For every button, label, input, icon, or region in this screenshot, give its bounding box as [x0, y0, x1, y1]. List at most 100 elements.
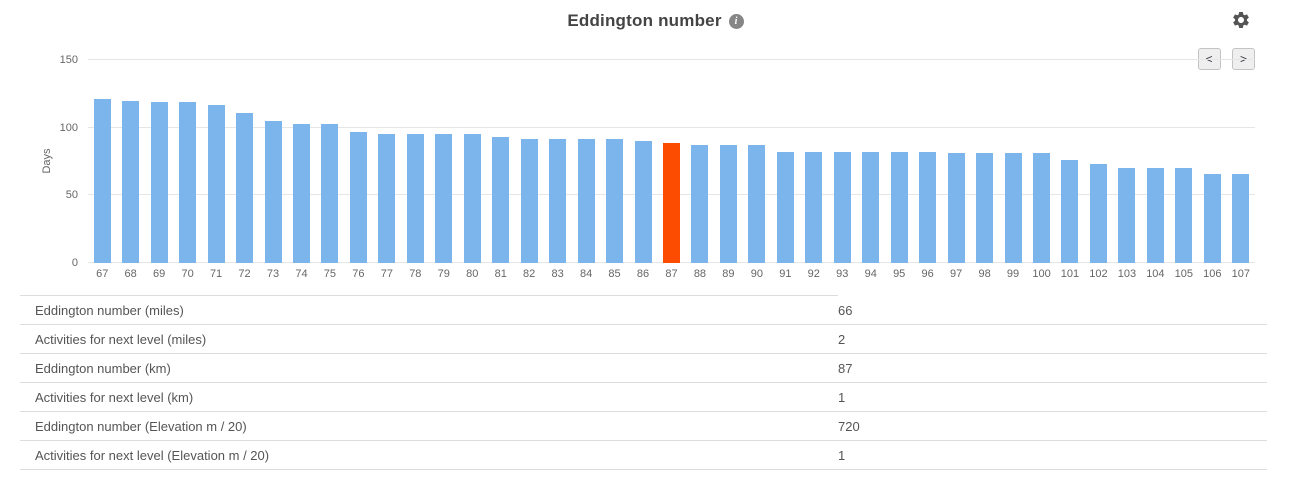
bar[interactable]	[349, 131, 367, 263]
bar[interactable]	[1118, 168, 1136, 263]
x-axis-tick-label: 104	[1146, 268, 1165, 280]
bar[interactable]	[520, 138, 538, 263]
bar[interactable]	[1004, 153, 1022, 263]
table-row-label: Activities for next level (Elevation m /…	[20, 440, 838, 469]
bar[interactable]	[890, 152, 908, 263]
settings-button[interactable]	[1231, 10, 1251, 30]
x-axis-tick-label: 88	[693, 268, 707, 280]
x-axis-tick-label: 79	[437, 268, 450, 280]
bar[interactable]	[463, 134, 481, 263]
x-axis-tick-label: 72	[238, 268, 251, 280]
gridline	[88, 59, 1255, 60]
x-axis-tick-label: 81	[494, 268, 507, 280]
bar[interactable]	[1089, 164, 1107, 263]
bar[interactable]	[976, 153, 994, 263]
x-axis-tick-label: 86	[636, 268, 650, 280]
plot-area	[88, 59, 1255, 263]
x-axis-tick-label: 103	[1117, 268, 1137, 280]
bar[interactable]	[492, 137, 510, 263]
x-axis-tick-label: 102	[1089, 268, 1108, 280]
bar[interactable]	[236, 112, 254, 263]
bar[interactable]	[207, 104, 225, 263]
bar[interactable]	[862, 152, 880, 263]
x-axis-tick-label: 73	[266, 268, 280, 280]
x-axis-tick-label: 69	[153, 268, 166, 280]
x-axis-tick-label: 76	[352, 268, 365, 280]
table-row: Activities for next level (km) 1	[20, 382, 1267, 411]
bar[interactable]	[947, 153, 965, 263]
x-axis-tick-label: 89	[722, 268, 735, 280]
x-axis-tick-label: 100	[1032, 268, 1051, 280]
table-row: Eddington number (km) 87	[20, 353, 1267, 382]
x-axis-tick-label: 93	[836, 268, 849, 280]
table-row-value: 1	[838, 382, 1267, 411]
bar[interactable]	[748, 145, 766, 263]
bar[interactable]	[1146, 168, 1164, 263]
x-axis-tick-label: 98	[978, 268, 991, 280]
x-axis-tick-label: 75	[323, 268, 337, 280]
x-axis-tick-label: 78	[409, 268, 422, 280]
gear-icon	[1231, 12, 1251, 33]
bar[interactable]	[378, 134, 396, 263]
y-axis-tick-label: 100	[59, 121, 78, 134]
x-axis-tick-label: 95	[893, 268, 906, 280]
bar[interactable]	[805, 152, 823, 263]
x-axis-tick-label: 77	[380, 268, 393, 280]
x-axis-tick-label: 67	[96, 268, 109, 280]
table-row-value: 2	[838, 324, 1267, 353]
chart-header: Eddington number i	[0, 11, 1311, 31]
table-row: Activities for next level (Elevation m /…	[20, 440, 1267, 469]
x-axis-tick-label: 96	[921, 268, 934, 280]
y-axis-title: Days	[41, 148, 53, 174]
table-row-value: 1	[838, 440, 1267, 469]
bar[interactable]	[549, 138, 567, 263]
bar[interactable]	[1203, 173, 1221, 263]
x-axis-tick-label: 74	[295, 268, 308, 280]
x-axis-tick-label: 82	[523, 268, 536, 280]
bar[interactable]	[606, 138, 624, 263]
bar[interactable]	[1175, 168, 1193, 263]
y-axis-tick-label: 150	[59, 54, 78, 66]
eddington-summary-table: Eddington number (miles) 66 Activities for…	[20, 295, 1267, 470]
bar[interactable]	[150, 101, 168, 263]
bar[interactable]	[1061, 160, 1079, 263]
x-axis-tick-label: 90	[750, 268, 763, 280]
bar[interactable]	[776, 152, 794, 263]
x-axis-tick-label: 107	[1231, 268, 1250, 280]
table-row-value: 87	[838, 353, 1267, 382]
bar[interactable]	[1232, 173, 1250, 263]
x-axis-tick-label: 101	[1060, 268, 1080, 280]
bar-highlighted[interactable]	[663, 142, 680, 263]
bar[interactable]	[93, 99, 111, 263]
bar[interactable]	[577, 138, 595, 263]
x-axis-tick-label: 94	[864, 268, 877, 280]
x-axis-tick-label: 70	[181, 268, 194, 280]
table-row-label: Eddington number (km)	[20, 353, 838, 382]
bar[interactable]	[691, 145, 709, 263]
bar[interactable]	[321, 123, 339, 263]
bar[interactable]	[719, 145, 737, 263]
bar[interactable]	[179, 101, 197, 263]
x-axis-tick-label: 71	[209, 268, 223, 280]
bar[interactable]	[919, 152, 937, 263]
y-axis-tick-label: 50	[65, 189, 78, 202]
x-axis-tick-label: 87	[665, 268, 678, 280]
bar[interactable]	[833, 152, 851, 263]
y-axis-tick-label: 0	[71, 257, 78, 269]
bar[interactable]	[634, 141, 652, 263]
bar[interactable]	[264, 120, 282, 263]
x-axis-tick-label: 92	[807, 268, 820, 280]
page-title: Eddington number	[567, 11, 722, 30]
bar[interactable]	[435, 134, 453, 263]
x-axis-tick-label: 99	[1006, 268, 1020, 280]
table-row: Eddington number (Elevation m / 20) 720	[20, 411, 1267, 440]
bar[interactable]	[1033, 153, 1051, 263]
gridline	[88, 126, 1255, 128]
bar[interactable]	[406, 134, 424, 263]
table-row: Activities for next level (miles) 2	[20, 324, 1267, 353]
table-row: Eddington number (miles) 66	[20, 295, 1267, 324]
bar[interactable]	[292, 123, 310, 263]
table-row-label: Activities for next level (km)	[20, 382, 838, 411]
bar[interactable]	[122, 100, 140, 263]
info-icon[interactable]: i	[728, 14, 744, 29]
